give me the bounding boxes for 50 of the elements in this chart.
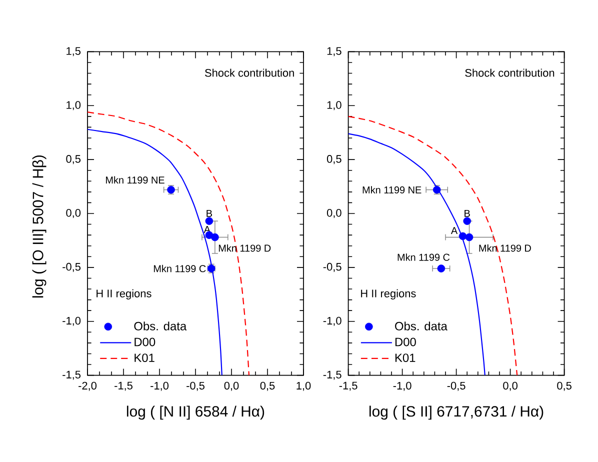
annotation: Shock contribution	[205, 68, 294, 77]
annotation: A	[450, 227, 458, 234]
x-tick-label: 1,0	[296, 382, 311, 391]
annotation: H II regions	[361, 289, 416, 300]
x-tick-label: 0,0	[224, 382, 239, 391]
x-tick-label: 0,5	[557, 382, 572, 391]
y-tick-label: 0,0	[66, 208, 81, 218]
y-axis-title: log ( [O III] 5007 / Hβ)	[32, 155, 46, 298]
point	[463, 217, 472, 225]
x-tick-label: -0,5	[186, 382, 204, 391]
y-tick-label: -1,0	[62, 316, 81, 326]
x-tick-label: -1,0	[393, 382, 412, 391]
point	[458, 232, 467, 240]
annotation: B	[206, 210, 212, 217]
annotation: Mkn 1199 C	[398, 253, 450, 261]
x-tick-label: -1,0	[150, 382, 169, 391]
y-tick-label: -0,5	[323, 262, 342, 272]
legend-label: D00	[134, 338, 156, 346]
x-axis-title: log ( [N II] 6584 / Hα)	[126, 406, 264, 420]
annotation: Mkn 1199 NE	[106, 176, 164, 184]
y-tick-label: 1,0	[66, 101, 81, 110]
y-tick-label: -1,0	[323, 316, 342, 326]
legend-label: K01	[395, 354, 416, 362]
legend-label: Obs. data	[395, 322, 448, 330]
x-tick-label: -0,5	[447, 382, 466, 391]
y-tick-label: -0,5	[62, 262, 81, 272]
y-tick-label: 0,5	[326, 155, 342, 164]
x-tick-label: 0,0	[503, 382, 518, 391]
y-tick-label: -1,5	[323, 370, 342, 380]
x-tick-label: -1,5	[114, 382, 132, 391]
y-tick-label: -1,5	[62, 370, 81, 380]
y-tick-label: 1,5	[66, 47, 81, 56]
y-tick-label: 1,5	[327, 47, 342, 56]
y-tick-label: 1,0	[327, 101, 342, 110]
annotation: Mkn 1199 C	[154, 264, 206, 272]
annotation: B	[464, 210, 470, 217]
annotation: Shock contribution	[465, 68, 554, 77]
point	[205, 217, 214, 225]
legend-label: D00	[395, 338, 416, 346]
x-axis-title: log ( [S II] 6717,6731 / Hα)	[370, 406, 544, 420]
y-tick-label: 0,0	[326, 208, 342, 218]
y-tick-label: 0,5	[66, 155, 81, 164]
x-tick-label: 0,5	[260, 382, 275, 391]
annotation: H II regions	[96, 289, 152, 300]
x-tick-label: -2,0	[78, 382, 97, 391]
annotation: Mkn 1199 NE	[362, 186, 422, 194]
legend-label: K01	[134, 354, 154, 362]
annotation: Mkn 1199 D	[479, 244, 531, 252]
x-tick-label: -1,5	[339, 382, 358, 391]
legend-label: Obs. data	[134, 322, 187, 330]
